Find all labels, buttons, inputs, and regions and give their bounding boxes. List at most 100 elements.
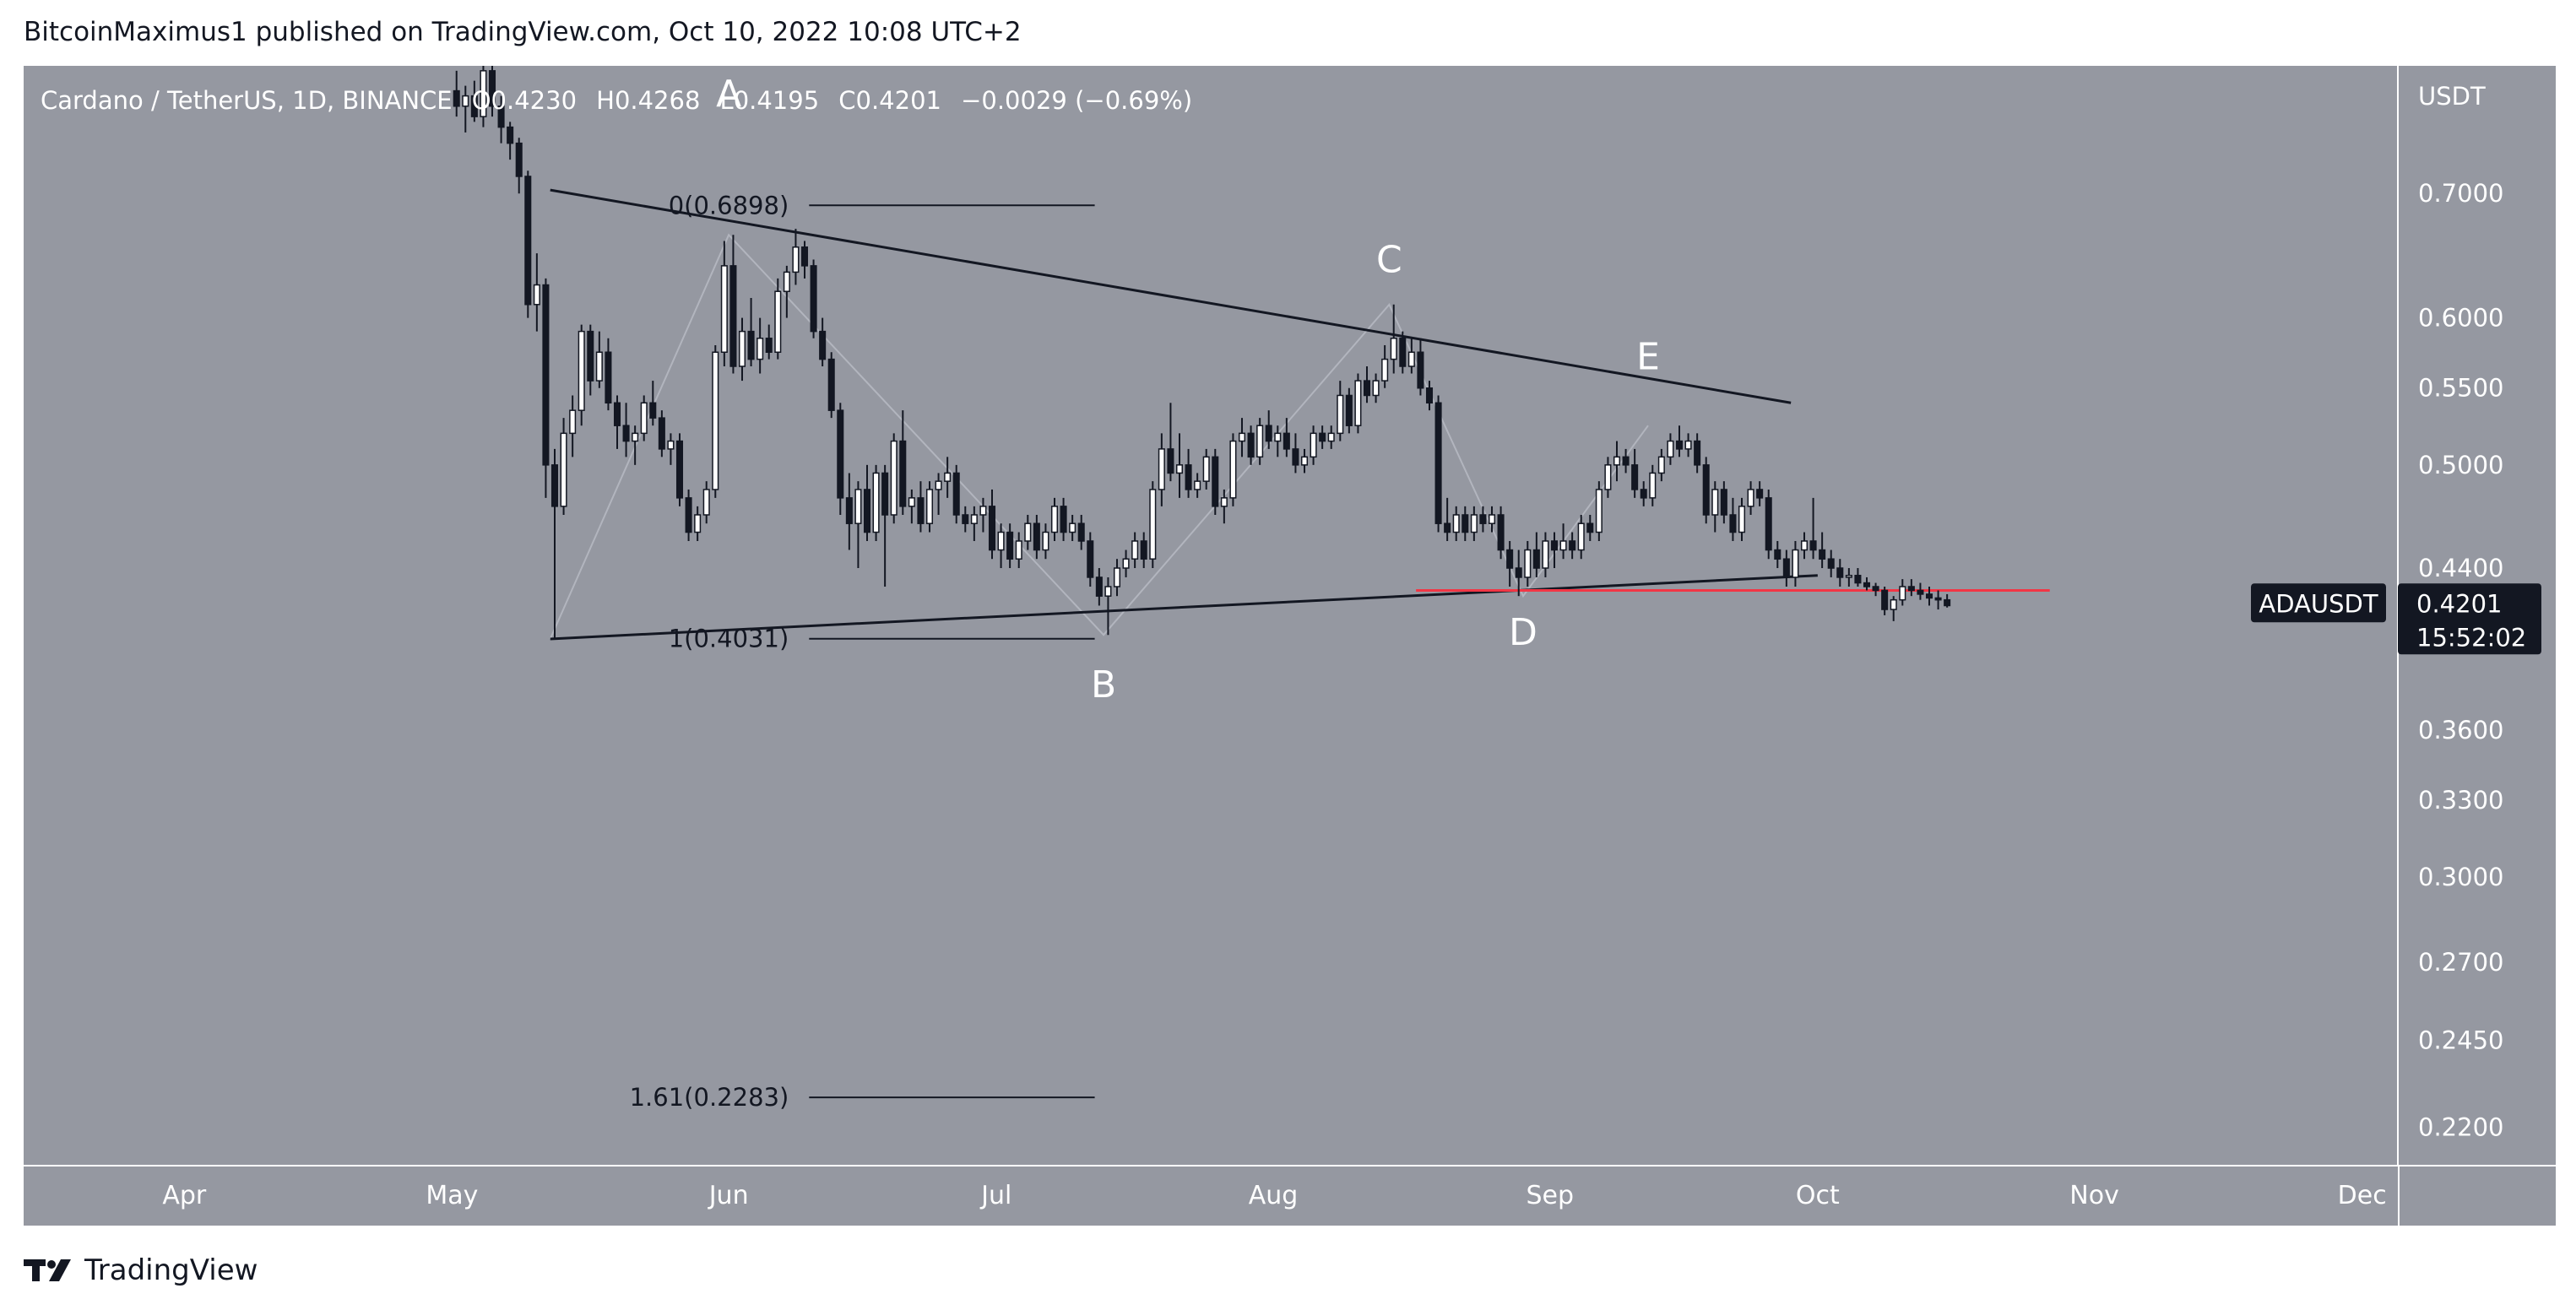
candle-body [1631,464,1639,490]
candle-body [658,417,665,450]
candle [1827,549,1835,577]
candle-body [1649,472,1657,499]
candle-body [1140,540,1147,560]
candle [649,381,657,426]
legend-close: 0.4201 [856,86,941,115]
candle-body [1292,448,1299,466]
candle-body [1836,567,1844,578]
candle-body [1149,489,1157,560]
time-axis[interactable]: Apr May Jun Jul Aug Sep Oct Nov Dec [24,1165,2556,1226]
candle-body [837,409,844,499]
time-tick-label: Nov [2069,1181,2119,1210]
footer [0,1226,2576,1310]
candle-body [542,284,550,466]
candle [1640,481,1647,506]
candle-body [1899,586,1906,601]
candle [783,265,790,318]
candle [1292,433,1299,474]
candle [1077,514,1085,550]
candle [1872,582,1879,597]
candle [1569,532,1576,560]
legend-close-label: C [838,86,855,115]
candle-body [1863,582,1871,587]
candle [1649,464,1657,506]
candle-body [1907,586,1915,592]
candle-body [1087,540,1094,578]
candle-body [1765,497,1772,551]
candle-body [1060,506,1067,533]
candle-body [578,330,585,411]
candle [515,138,523,194]
candle [462,85,469,133]
candle [908,489,915,524]
price-tick-label: 0.2200 [2418,1113,2503,1142]
candle [1515,549,1522,597]
candle [1006,523,1014,569]
candle [720,241,728,367]
candle [1212,448,1219,515]
candle-body [765,338,773,353]
time-tick-label: Jun [708,1181,749,1210]
candle-body [1283,432,1290,450]
candle [1782,549,1790,587]
time-tick-label: Apr [162,1181,207,1210]
candle [810,259,817,338]
candle [1729,497,1737,541]
candle [1657,448,1665,482]
candle-body [1881,589,1889,610]
candle-body [524,176,532,306]
candle [1407,338,1415,374]
candle [1319,425,1326,449]
candle [765,324,773,360]
candle-body [783,271,790,292]
candle [1738,497,1746,541]
candle-body [1202,456,1210,482]
candle-body [854,489,862,524]
candle-body [1434,402,1442,524]
candle-body [550,464,559,507]
candle [1845,568,1852,587]
candle [729,235,737,374]
candle [1104,577,1112,636]
candle-body [1006,531,1014,560]
candle [1944,593,1951,608]
candle [819,317,827,367]
candle [1300,448,1309,474]
price-chart[interactable]: 0(0.6898) 1(0.4031) 1.61(0.2283) A B C D E Car… [24,66,2556,1165]
candle [738,317,746,382]
candle [827,352,835,419]
symbol-tag: ADAUSDT [2259,589,2378,618]
candle [578,324,585,426]
triangle-upper-line [550,188,1792,404]
candle [1667,433,1674,465]
candle [1327,425,1335,449]
candle [702,481,710,524]
candle [1550,532,1559,569]
tradingview-brand[interactable]: TradingView [24,1253,258,1287]
candle-body [1542,540,1549,569]
candle [881,464,889,587]
candle-body [1550,540,1559,551]
candle-body [1220,497,1228,507]
candle [1604,457,1612,498]
candle-body [827,358,835,411]
candle-body [453,89,460,107]
candle-body [1925,593,1933,599]
candle-body [810,265,817,333]
candle [845,473,853,550]
candle [550,448,559,639]
candle [1220,489,1228,524]
candle-body [1872,586,1879,592]
candle [837,403,844,515]
candle [1175,433,1184,498]
candle-body [1756,489,1764,499]
candle [1194,473,1201,498]
candle-body [1175,464,1184,474]
candle [1417,338,1424,396]
candle [1238,418,1246,457]
candle-body [1559,540,1567,551]
time-tick-label: Dec [2338,1181,2387,1210]
candle-body [925,489,934,524]
candle [470,80,478,122]
chart-panel[interactable]: 0(0.6898) 1(0.4031) 1.61(0.2283) A B C D E Car… [24,66,2556,1165]
